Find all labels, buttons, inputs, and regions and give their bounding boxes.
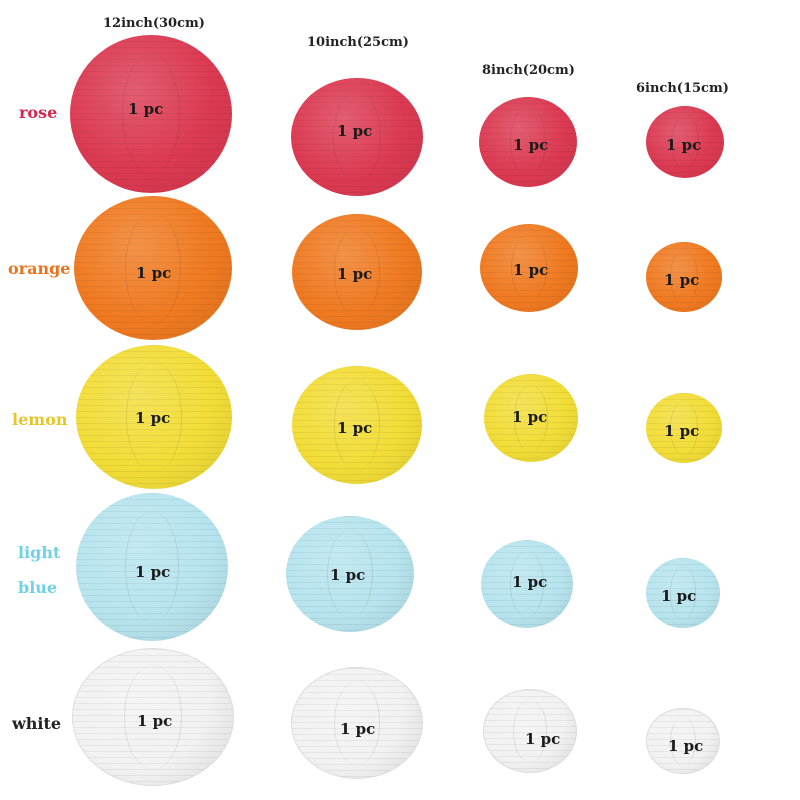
lantern-rose-6inch: [646, 106, 724, 178]
lantern-lightblue-8inch: [481, 540, 573, 628]
lantern-white-8inch: [483, 689, 577, 773]
qty-label-orange-10inch: 1 pc: [337, 265, 373, 283]
lantern-lightblue-6inch: [646, 558, 720, 628]
qty-label-orange-8inch: 1 pc: [513, 261, 549, 279]
qty-label-lemon-12inch: 1 pc: [135, 409, 171, 427]
qty-label-lemon-8inch: 1 pc: [512, 408, 548, 426]
lantern-white-10inch: [291, 667, 423, 779]
lantern-lightblue-12inch: [76, 493, 228, 641]
qty-label-rose-6inch: 1 pc: [666, 136, 702, 154]
qty-label-orange-12inch: 1 pc: [136, 264, 172, 282]
qty-label-white-12inch: 1 pc: [137, 712, 173, 730]
lantern-rose-8inch: [479, 97, 577, 187]
qty-label-white-10inch: 1 pc: [340, 720, 376, 738]
qty-label-lemon-10inch: 1 pc: [337, 419, 373, 437]
size-label-6inch: 6inch(15cm): [636, 81, 729, 96]
qty-label-lightblue-6inch: 1 pc: [661, 587, 697, 605]
lantern-orange-6inch: [646, 242, 722, 312]
size-label-8inch: 8inch(20cm): [482, 63, 575, 78]
lantern-lemon-6inch: [646, 393, 722, 463]
color-label-white: white: [12, 714, 62, 733]
lantern-white-6inch: [646, 708, 720, 774]
lantern-orange-8inch: [480, 224, 578, 312]
qty-label-rose-8inch: 1 pc: [513, 136, 549, 154]
lantern-rose-12inch: [70, 35, 232, 193]
lantern-white-12inch: [72, 648, 234, 786]
qty-label-orange-6inch: 1 pc: [664, 271, 700, 289]
color-label-lemon: lemon: [12, 410, 68, 429]
color-label-blue: blue: [18, 578, 58, 597]
lantern-lightblue-10inch: [286, 516, 414, 632]
qty-label-rose-12inch: 1 pc: [128, 100, 164, 118]
lantern-orange-12inch: [74, 196, 232, 340]
size-label-12inch: 12inch(30cm): [103, 16, 205, 31]
size-label-10inch: 10inch(25cm): [307, 35, 409, 50]
lantern-lemon-12inch: [76, 345, 232, 489]
qty-label-white-6inch: 1 pc: [668, 737, 704, 755]
qty-label-lightblue-10inch: 1 pc: [330, 566, 366, 584]
qty-label-lemon-6inch: 1 pc: [664, 422, 700, 440]
qty-label-white-8inch: 1 pc: [525, 730, 561, 748]
lantern-rose-10inch: [291, 78, 423, 196]
color-label-orange: orange: [8, 259, 71, 278]
lantern-lemon-8inch: [484, 374, 578, 462]
color-label-rose: rose: [19, 103, 58, 122]
qty-label-lightblue-12inch: 1 pc: [135, 563, 171, 581]
lantern-lemon-10inch: [292, 366, 422, 484]
color-label-light: light: [18, 543, 61, 562]
lantern-orange-10inch: [292, 214, 422, 330]
qty-label-lightblue-8inch: 1 pc: [512, 573, 548, 591]
qty-label-rose-10inch: 1 pc: [337, 122, 373, 140]
